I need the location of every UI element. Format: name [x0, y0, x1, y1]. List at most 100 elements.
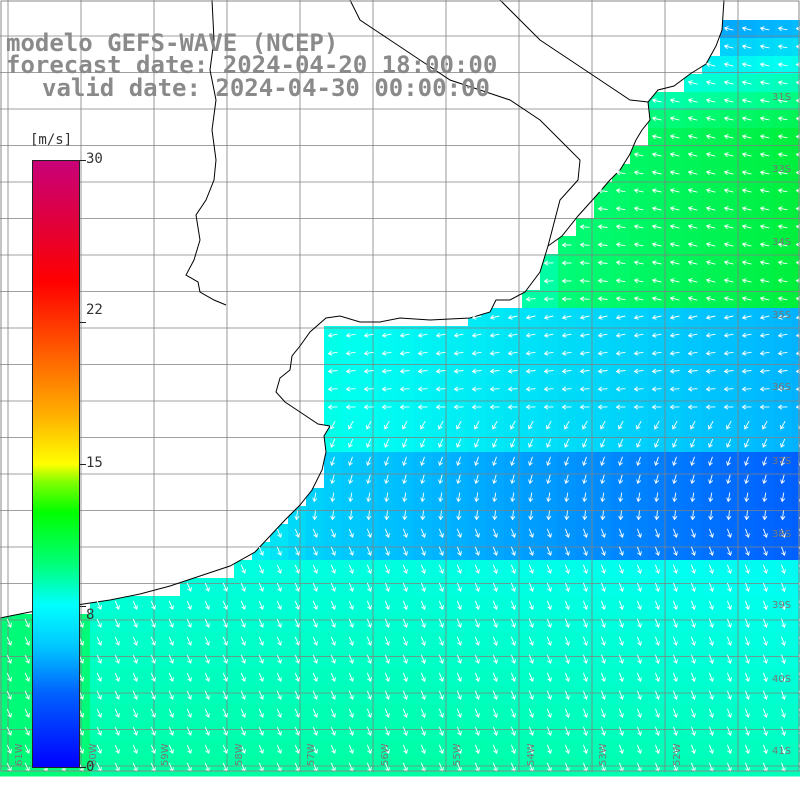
wind-arrow: [384, 654, 390, 664]
wind-arrow: [402, 420, 408, 430]
wind-arrow: [312, 546, 318, 556]
wind-arrow: [579, 242, 590, 248]
wind-arrow: [348, 564, 354, 574]
wind-arrow: [546, 420, 552, 430]
wind-arrow: [564, 528, 570, 538]
wind-arrow: [669, 170, 680, 176]
wind-arrow: [564, 456, 569, 466]
wind-arrow: [781, 654, 786, 664]
wind-cell: [792, 650, 800, 669]
wind-arrow: [471, 368, 482, 374]
wind-arrow: [777, 170, 788, 176]
wind-arrow: [294, 636, 300, 646]
wind-arrow: [654, 618, 660, 628]
wind-arrow: [723, 134, 734, 140]
wind-arrow: [633, 260, 644, 266]
wind-arrow: [438, 618, 444, 628]
wind-arrow: [258, 726, 264, 736]
latitude-label: 31S: [772, 92, 791, 103]
wind-arrow: [420, 528, 426, 538]
wind-arrow: [438, 456, 443, 466]
wind-arrow: [781, 582, 786, 592]
wind-arrow: [222, 744, 228, 754]
wind-arrow: [705, 170, 716, 176]
wind-arrow: [561, 260, 572, 266]
wind-arrow: [723, 278, 734, 284]
wind-arrow: [759, 314, 770, 320]
wind-arrow: [240, 690, 246, 700]
wind-arrow: [705, 278, 716, 284]
wind-arrow: [330, 600, 336, 610]
wind-cell: [792, 452, 800, 471]
wind-arrow: [312, 708, 318, 718]
wind-arrow: [240, 600, 246, 610]
wind-cell: [792, 236, 800, 255]
wind-arrow: [618, 456, 623, 466]
wind-arrow: [474, 564, 480, 574]
wind-arrow: [687, 80, 698, 86]
wind-arrow: [456, 438, 462, 448]
longitude-label: 53W: [598, 743, 609, 766]
wind-arrow: [24, 654, 30, 664]
wind-arrow: [543, 368, 554, 374]
wind-arrow: [654, 474, 660, 485]
wind-arrow: [204, 690, 210, 700]
wind-arrow: [762, 618, 768, 628]
wind-cell: [792, 344, 800, 363]
wind-arrow: [438, 564, 444, 574]
wind-arrow: [384, 546, 390, 556]
wind-arrow: [636, 636, 642, 646]
wind-arrow: [690, 636, 696, 646]
wind-arrow: [168, 600, 174, 610]
wind-arrow: [420, 726, 426, 736]
wind-arrow: [186, 690, 192, 700]
wind-arrow: [474, 510, 480, 521]
wind-arrow: [600, 744, 606, 754]
wind-arrow: [384, 726, 390, 736]
wind-arrow: [781, 546, 786, 556]
wind-arrow: [777, 152, 788, 158]
wind-arrow: [438, 600, 444, 610]
wind-arrow: [564, 600, 570, 610]
wind-arrow: [582, 564, 588, 574]
wind-arrow: [759, 404, 770, 410]
wind-arrow: [420, 510, 426, 521]
wind-arrow: [690, 690, 696, 700]
wind-arrow: [651, 188, 662, 194]
wind-arrow: [399, 404, 410, 410]
wind-arrow: [564, 438, 570, 448]
wind-arrow: [474, 744, 480, 754]
wind-arrow: [723, 260, 734, 266]
wind-arrow: [654, 420, 660, 430]
wind-arrow: [402, 528, 408, 538]
wind-arrow: [363, 368, 374, 374]
wind-arrow: [420, 492, 426, 503]
wind-cell: [792, 704, 800, 723]
wind-arrow: [582, 600, 588, 610]
wind-arrow: [456, 618, 462, 628]
wind-arrow: [600, 618, 606, 628]
wind-arrow: [312, 582, 318, 592]
wind-arrow: [348, 708, 354, 718]
latitude-labels: 31S 33S 34S 35S 36S 37S 38S 39S 40S 41S: [772, 92, 791, 757]
wind-arrow: [420, 456, 425, 466]
wind-arrow: [330, 726, 336, 736]
wind-arrow: [708, 510, 714, 521]
wind-arrow: [777, 332, 788, 338]
wind-arrow: [582, 456, 587, 466]
wind-arrow: [672, 582, 678, 592]
wind-arrow: [561, 296, 572, 302]
wind-arrow: [762, 564, 768, 574]
wind-arrow: [600, 600, 606, 610]
wind-arrow: [543, 314, 554, 320]
wind-arrow: [618, 726, 624, 736]
wind-arrow: [687, 170, 698, 176]
wind-arrow: [492, 546, 498, 556]
wind-arrow: [741, 350, 752, 356]
wind-arrow: [597, 296, 608, 302]
wind-arrow: [669, 134, 680, 140]
wind-arrow: [597, 386, 608, 392]
wind-arrow: [705, 134, 716, 140]
wind-arrow: [582, 528, 588, 538]
wind-arrow: [345, 404, 356, 410]
